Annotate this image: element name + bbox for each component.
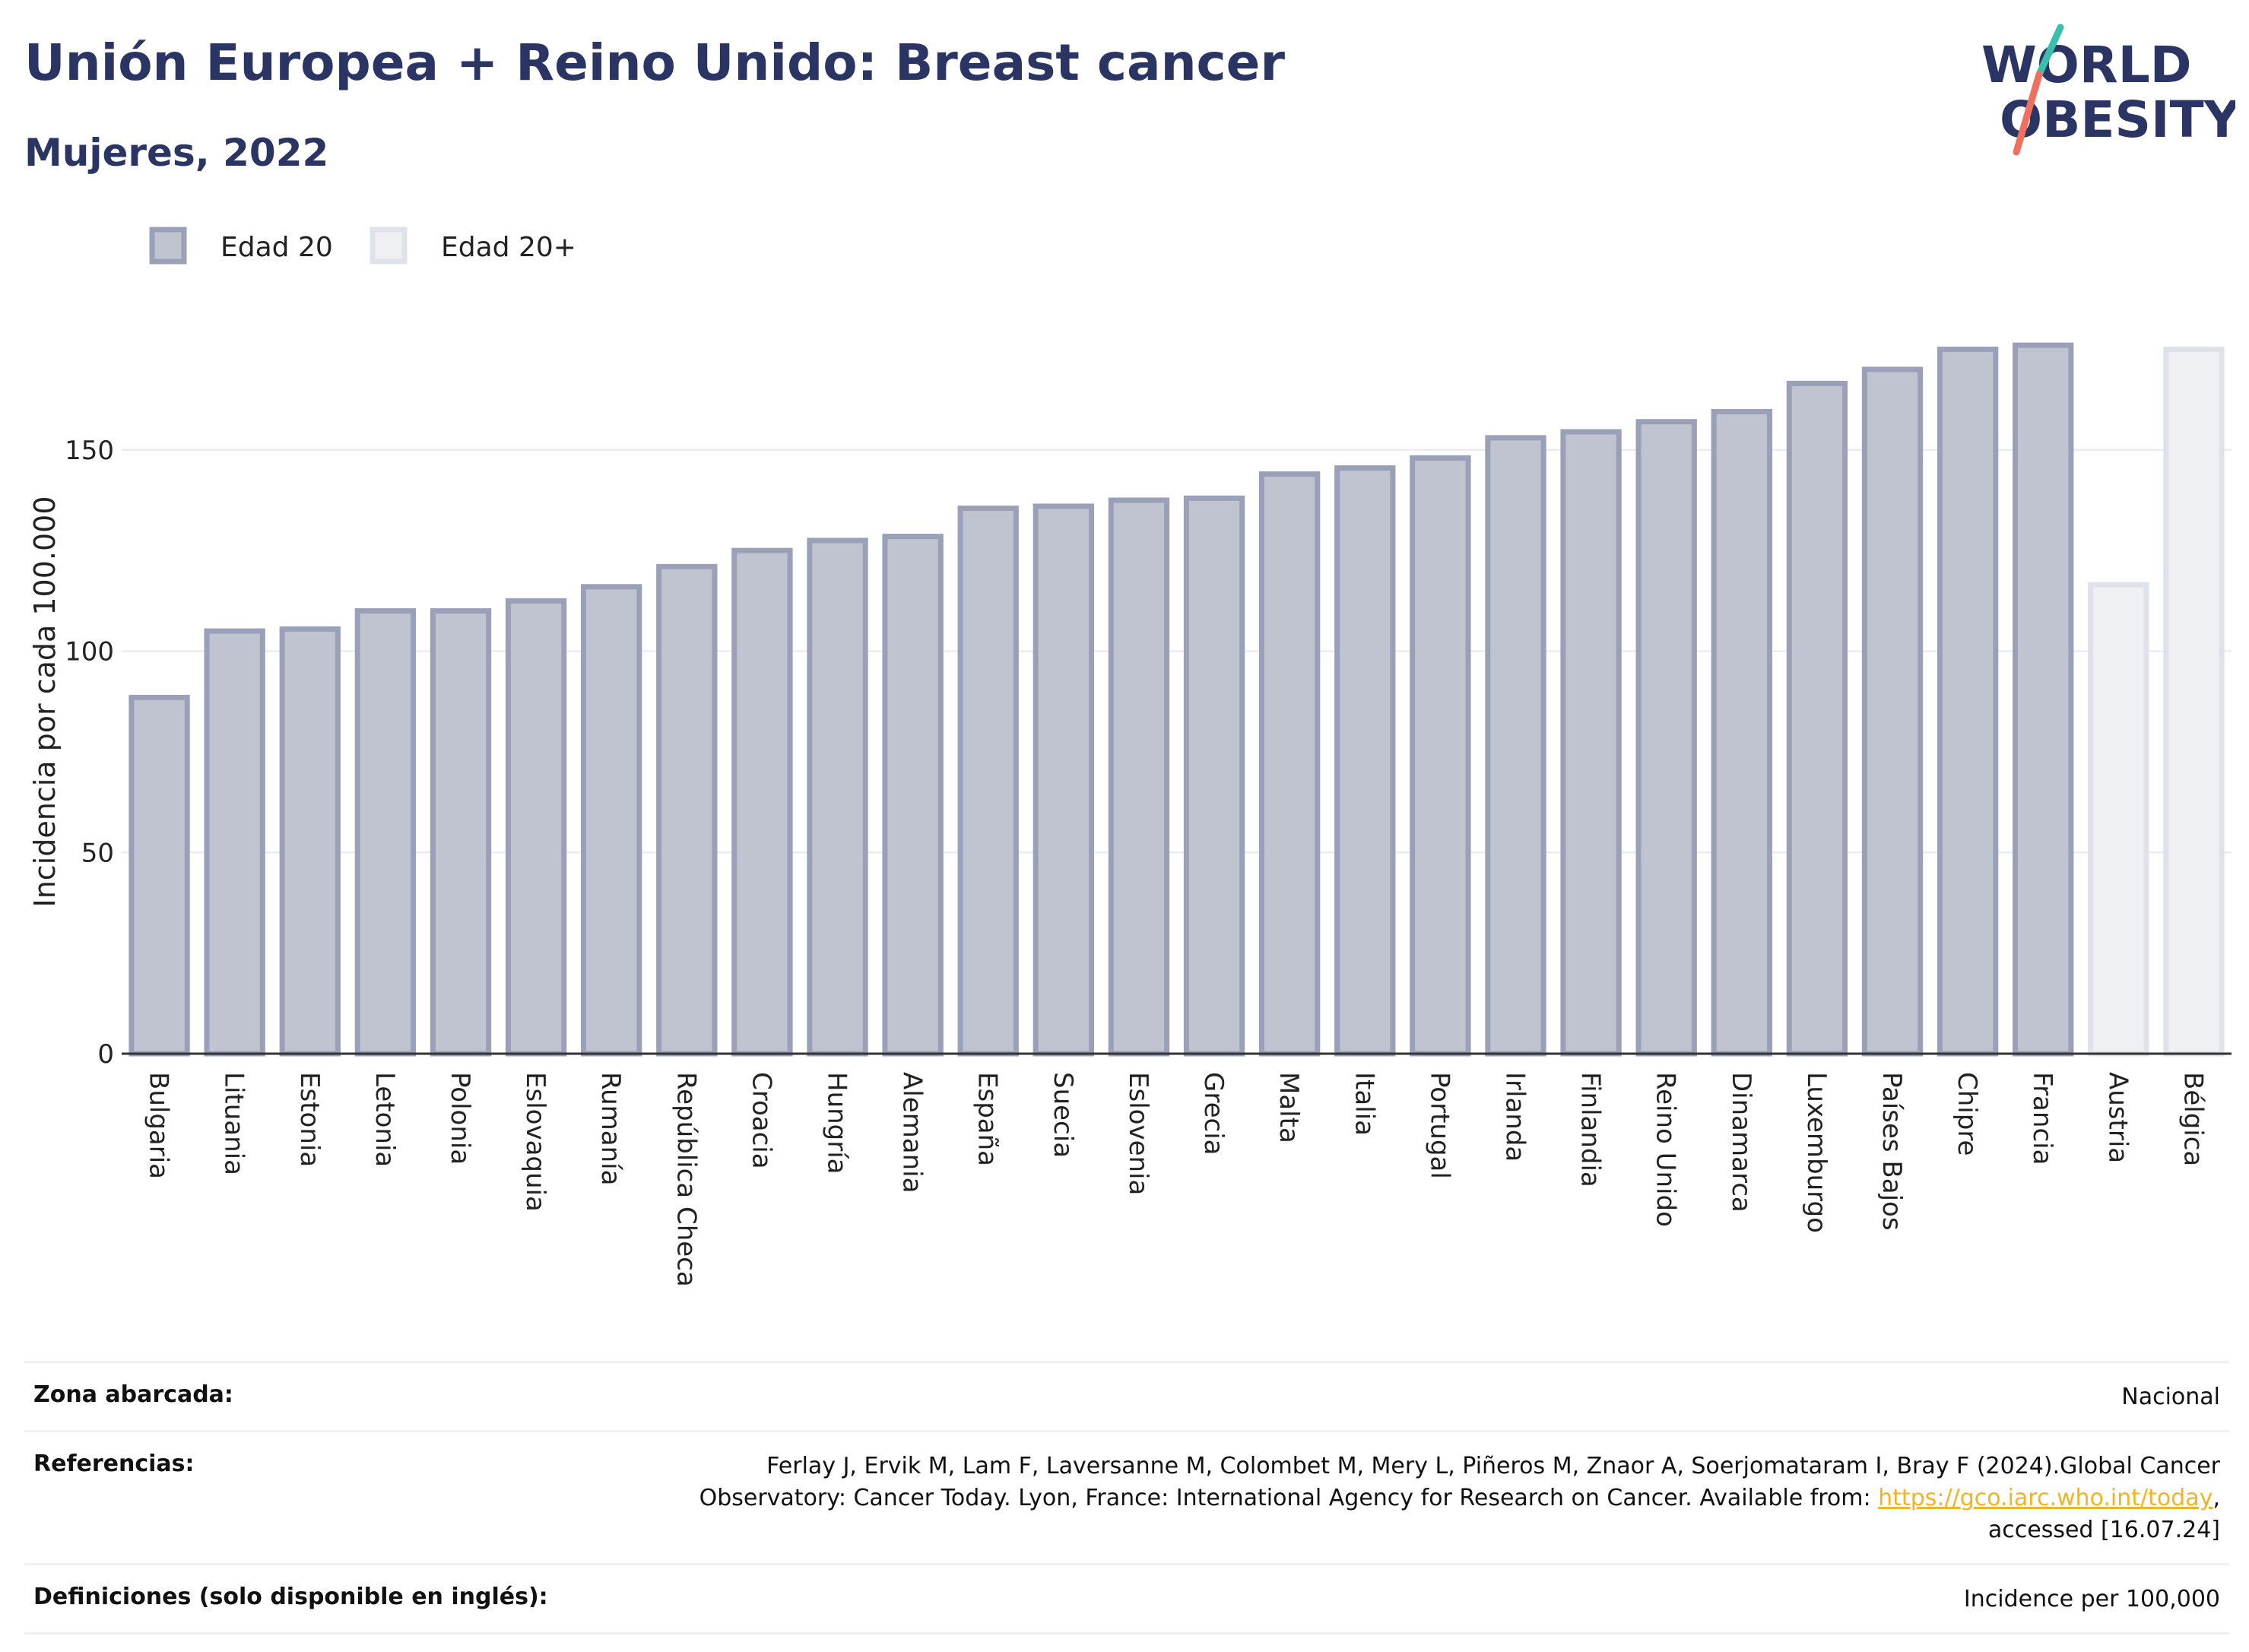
bar-edad20plus-27 [2163,346,2225,1057]
bar-edad20-7 [656,563,718,1057]
x-tick-label: Rumanía [595,1072,626,1185]
referencias-label: Referencias: [33,1451,195,1477]
bar-edad20-0 [128,694,190,1057]
bar-edad20-17 [1410,455,1471,1057]
referencias-link[interactable]: https://gco.iarc.who.int/today [1878,1485,2213,1511]
zona-value: Nacional [2121,1384,2220,1410]
referencias-text: Ferlay J, Ervik M, Lam F, Laversanne M, … [699,1453,2220,1511]
bar-edad20-15 [1258,471,1321,1057]
x-tick-label: República Checa [671,1072,701,1287]
x-tick-label: Eslovenia [1123,1072,1153,1195]
definiciones-label: Definiciones (solo disponible en inglés)… [33,1584,548,1610]
x-tick-label: Hungría [822,1072,852,1175]
bar-edad20-3 [354,608,417,1057]
x-tick-label: Irlanda [1499,1072,1530,1162]
bar-edad20-9 [807,537,868,1057]
bar-edad20-22 [1786,380,1848,1057]
x-tick-label: Bélgica [2178,1072,2208,1166]
legend-swatch-edad20 [149,227,187,265]
bar-edad20-25 [2013,342,2074,1057]
x-tick-label: Letonia [370,1072,400,1167]
referencias-accessed: , accessed [16.07.24] [1987,1485,2220,1543]
bar-edad20-24 [1937,346,1999,1057]
x-tick-label: Polonia [445,1072,475,1165]
definiciones-value: Incidence per 100,000 [1963,1586,2220,1612]
bar-edad20-12 [1033,503,1095,1057]
bar-edad20-4 [430,608,492,1057]
x-tick-label: Malta [1274,1072,1304,1143]
chart-subtitle: Mujeres, 2022 [24,131,329,175]
x-tick-label: Portugal [1424,1072,1454,1179]
logo-text-obesity: OBESITY [2000,90,2235,149]
bar-edad20-21 [1711,408,1772,1057]
x-tick-label: Dinamarca [1726,1072,1756,1213]
bar-edad20plus-26 [2088,582,2149,1057]
y-tick-label: 150 [65,436,114,466]
referencias-value: Ferlay J, Ervik M, Lam F, Laversanne M, … [639,1451,2220,1546]
bar-edad20-20 [1635,419,1697,1057]
x-tick-label: Reino Unido [1651,1072,1681,1227]
bar-edad20-2 [279,626,341,1057]
info-row-definiciones: Definiciones (solo disponible en inglés)… [24,1563,2229,1635]
logo-slash-teal-icon [2035,24,2064,78]
info-row-zona: Zona abarcada: Nacional [24,1361,2229,1430]
y-tick-label: 100 [65,637,114,667]
bar-edad20-5 [505,598,567,1057]
x-tick-label: Alemania [897,1072,928,1193]
x-tick-label: Chipre [1952,1072,1982,1156]
x-tick-label: Austria [2102,1072,2133,1163]
chart-title: Unión Europea + Reino Unido: Breast canc… [24,33,1285,92]
x-tick-label: Lituania [219,1072,249,1175]
x-tick-label: Grecia [1198,1072,1229,1155]
bar-edad20-14 [1183,495,1245,1057]
x-tick-label: Suecia [1048,1072,1078,1158]
bar-edad20-16 [1334,465,1396,1057]
info-row-referencias: Referencias: Ferlay J, Ervik M, Lam F, L… [24,1430,2229,1563]
bar-edad20-6 [581,584,642,1057]
bar-edad20-19 [1560,429,1622,1057]
x-tick-label: Eslovaquia [520,1072,550,1212]
x-tick-label: Bulgaria [144,1072,174,1179]
bar-edad20-8 [731,547,793,1057]
y-tick-label: 0 [97,1039,114,1070]
logo-slash-coral-icon [2013,71,2043,156]
bar-edad20-23 [1861,366,1924,1057]
bar-edad20-13 [1108,497,1170,1057]
legend-label-edad20plus: Edad 20+ [441,232,576,263]
y-axis-title: Incidencia por cada 100.000 [28,496,62,907]
world-obesity-logo: WORLD OBESITY [1981,24,2235,156]
bar-edad20-10 [882,534,944,1057]
bar-edad20-18 [1485,435,1546,1057]
logo-text-world: WORLD [1981,36,2192,94]
x-tick-label: Finlandia [1575,1072,1606,1187]
bar-edad20-1 [204,628,265,1057]
zona-label: Zona abarcada: [33,1381,233,1408]
x-tick-label: Italia [1349,1072,1379,1136]
x-tick-label: Croacia [746,1072,776,1169]
x-tick-label: España [972,1072,1003,1166]
bar-edad20-11 [957,506,1019,1057]
legend-label-edad20: Edad 20 [220,232,333,263]
legend-swatch-edad20plus [370,227,408,265]
info-table: Zona abarcada: Nacional Referencias: Fer… [24,1361,2229,1635]
x-tick-label: Estonia [294,1072,325,1167]
y-tick-label: 50 [81,838,114,868]
x-tick-label: Francia [2027,1072,2057,1165]
x-tick-label: Luxemburgo [1801,1072,1832,1233]
x-tick-label: Países Bajos [1876,1072,1907,1231]
